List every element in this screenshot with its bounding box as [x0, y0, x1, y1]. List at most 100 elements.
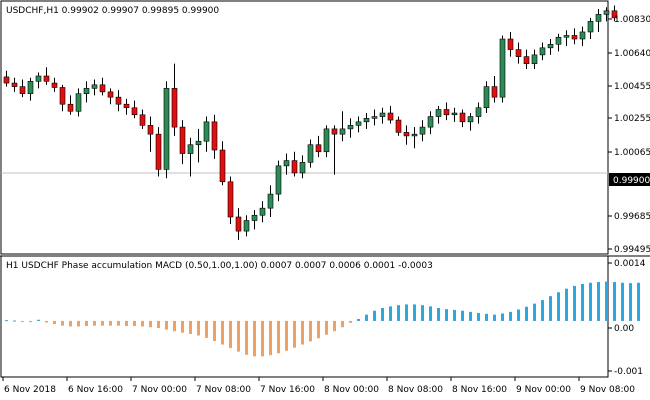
time-axis[interactable]: 6 Nov 2018 6 Nov 16:00 7 Nov 00:00 7 Nov… — [2, 377, 635, 395]
candle — [379, 107, 386, 124]
price-tick-label: 1.00830 — [614, 15, 650, 25]
price-tick-label: 0.99685 — [614, 212, 650, 222]
macd-bar-negative — [197, 320, 200, 336]
candle — [587, 17, 594, 40]
macd-bar-positive — [541, 300, 544, 321]
candle-body-bull — [595, 14, 602, 22]
candle — [475, 102, 482, 124]
macd-bar-positive — [389, 306, 392, 321]
candle — [195, 128, 202, 163]
macd-bar-positive — [461, 310, 464, 321]
candle — [459, 109, 466, 128]
candle — [387, 105, 394, 124]
candle — [123, 98, 130, 115]
macd-bar-positive — [405, 304, 408, 321]
candle-body-bull — [467, 116, 474, 123]
macd-bar-positive — [429, 306, 432, 321]
macd-bar-positive — [469, 311, 472, 321]
current-price-label: 0.99900 — [613, 176, 650, 186]
candle — [147, 116, 154, 152]
candle — [595, 9, 602, 32]
candle — [243, 215, 250, 237]
macd-bar-negative — [229, 320, 232, 349]
indicator-axis[interactable]: 0.0014 0.00 -0.001 — [608, 259, 646, 377]
candle-body-bear — [171, 88, 178, 128]
candle-body-bear — [235, 216, 242, 232]
candle-body-bull — [339, 128, 346, 135]
macd-bar-negative — [341, 320, 344, 328]
time-tick-label: 6 Nov 2018 — [4, 385, 56, 395]
macd-bar-negative — [149, 320, 152, 328]
macd-histogram — [5, 281, 640, 357]
candle-body-bear — [459, 112, 466, 123]
main-price-panel[interactable] — [0, 0, 609, 255]
current-price-badge-bg — [609, 173, 650, 186]
candle-body-bull — [323, 128, 330, 153]
candle-body-bear — [51, 82, 58, 88]
candle-body-bull — [27, 81, 34, 94]
candle — [43, 67, 50, 85]
candle — [59, 84, 66, 112]
candle — [499, 35, 506, 103]
candle — [131, 100, 138, 119]
macd-bar-negative — [85, 320, 88, 327]
macd-bar-negative — [61, 320, 64, 326]
candle-body-bull — [83, 88, 90, 94]
candle — [75, 88, 82, 117]
candle-body-bear — [227, 181, 234, 218]
macd-bar-positive — [493, 314, 496, 321]
candle — [155, 127, 162, 177]
candle — [227, 176, 234, 225]
macd-bar-positive — [621, 282, 624, 321]
candle — [51, 77, 58, 92]
candle — [67, 95, 74, 115]
candle — [219, 141, 226, 186]
candle-body-bull — [163, 88, 170, 170]
macd-bar-positive — [565, 288, 568, 321]
candle-body-bear — [219, 149, 226, 183]
macd-bar-positive — [533, 303, 536, 321]
candle — [163, 81, 170, 179]
indicator-panel[interactable] — [0, 255, 609, 378]
macd-bar-positive — [637, 282, 640, 321]
candle-body-bear — [155, 133, 162, 170]
time-tick-label: 6 Nov 16:00 — [68, 385, 123, 395]
macd-bar-negative — [93, 320, 96, 326]
macd-bar-negative — [333, 320, 336, 332]
candles-group — [3, 5, 618, 240]
candle-body-bull — [275, 165, 282, 195]
candle-body-bear — [147, 125, 154, 135]
candle-body-bull — [419, 126, 426, 135]
candle-body-bull — [267, 193, 274, 209]
price-axis[interactable]: 1.00830 1.00640 1.00455 1.00255 1.00065 … — [608, 15, 650, 255]
macd-bar-positive — [557, 292, 560, 321]
candle-body-bull — [355, 121, 362, 126]
macd-bar-positive — [13, 320, 16, 322]
candle-body-bull — [363, 118, 370, 123]
candle — [307, 139, 314, 168]
candle — [555, 33, 562, 52]
indicator-tick-label: -0.001 — [614, 367, 643, 377]
macd-bar-positive — [421, 305, 424, 321]
macd-bar-positive — [437, 307, 440, 321]
candle — [563, 30, 570, 47]
candle — [347, 118, 354, 138]
candle — [259, 201, 266, 223]
time-tick-label: 8 Nov 08:00 — [388, 385, 443, 395]
candle-body-bull — [539, 47, 546, 56]
current-price-badge: 0.99900 — [609, 173, 650, 186]
candle — [467, 113, 474, 131]
candle-body-bear — [491, 86, 498, 98]
candle — [355, 116, 362, 133]
macd-bar-positive — [445, 309, 448, 321]
candle — [603, 7, 610, 22]
macd-bar-positive — [37, 319, 40, 321]
candle-body-bear — [131, 107, 138, 116]
candle — [203, 116, 210, 152]
macd-bar-negative — [309, 320, 312, 342]
macd-bar-negative — [133, 320, 136, 327]
macd-bar-positive — [453, 309, 456, 321]
candle — [99, 77, 106, 96]
candle-body-bear — [507, 38, 514, 50]
candle — [483, 81, 490, 114]
